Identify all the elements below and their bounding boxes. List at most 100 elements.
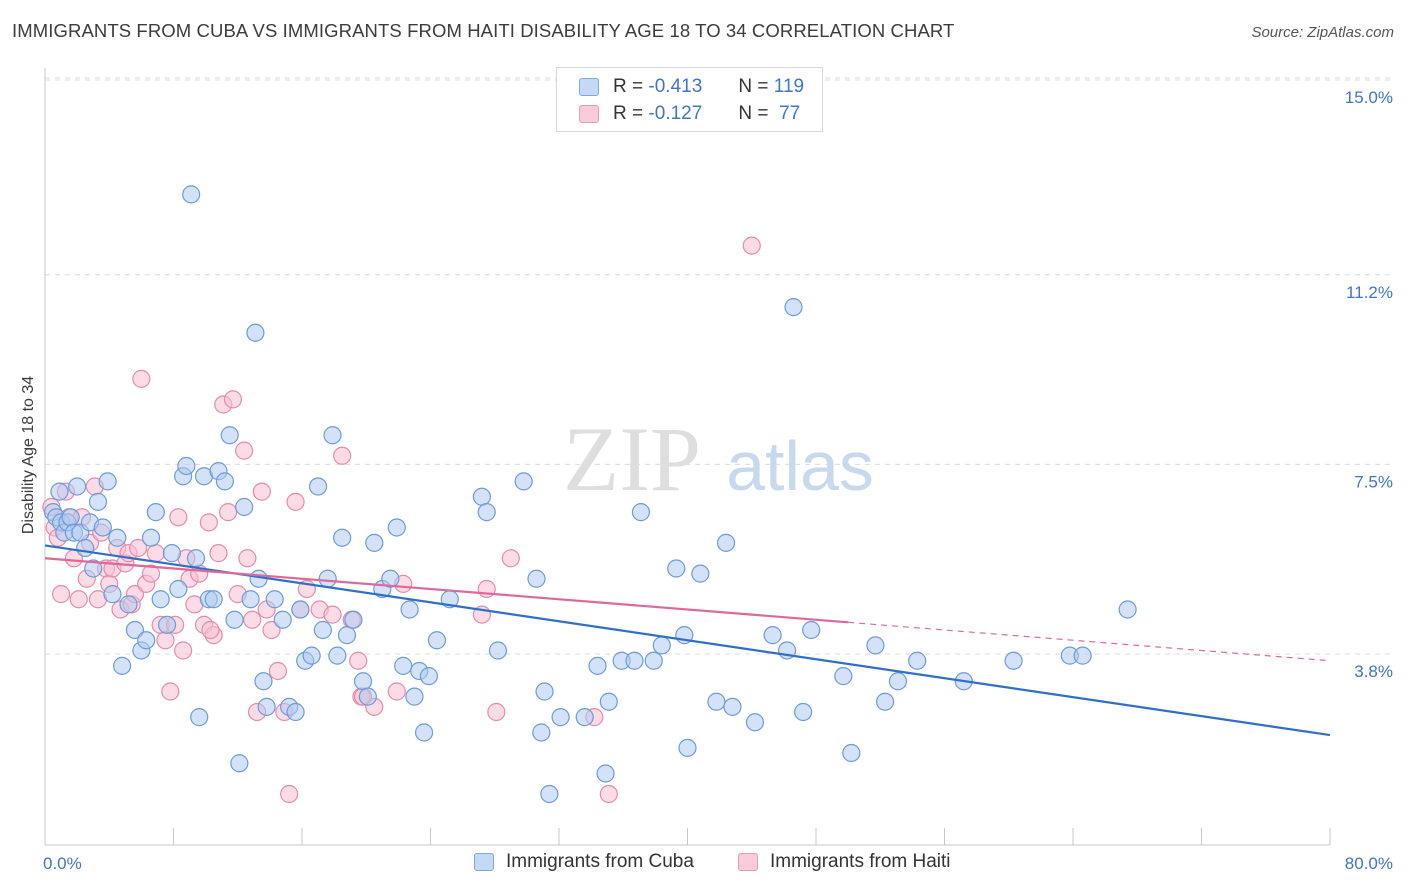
cuba-point [763,626,782,645]
chart-title: IMMIGRANTS FROM CUBA VS IMMIGRANTS FROM … [12,20,955,41]
x-tick-label-start: 0.0% [43,854,82,873]
haiti-legend-swatch [738,853,758,871]
cuba-point [1073,646,1092,665]
y-tick-label: 11.2% [1346,283,1393,302]
cuba-point [119,595,138,614]
haiti-point [387,682,406,701]
cuba-point [125,620,145,640]
cuba-point [68,477,87,496]
cuba-point [112,656,132,675]
cuba-point [678,738,697,757]
cuba-point [802,620,821,640]
cuba-point [551,708,570,727]
cuba-point [204,590,223,609]
haiti-point [333,446,352,465]
stats-row-haiti: R = -0.127 N = 77 [579,101,800,127]
cuba-point [169,579,188,599]
haiti-point [268,661,288,681]
cuba-point [540,784,559,804]
cuba-point [254,672,273,691]
cuba-point [400,600,419,619]
cuba-point [162,544,181,563]
cuba-point [427,631,447,650]
cuba-point [182,185,201,204]
cuba-point [745,713,765,732]
haiti-point [199,513,218,532]
haiti-point [156,631,175,650]
haiti-point [223,390,243,409]
cuba-point [532,723,551,742]
cuba-point [784,298,803,317]
haiti-point [69,590,88,609]
cuba-point [230,754,249,773]
haiti-point [501,549,520,568]
cuba-point [575,708,594,727]
cuba-point [333,528,352,547]
haiti-point [349,651,368,670]
cuba-point [241,590,260,609]
watermark-zip: ZIP [563,408,701,510]
y-axis-label: Disability Age 18 to 34 [20,376,37,534]
cuba-point [273,610,292,629]
cuba-point [588,656,607,675]
cuba-point [220,426,239,445]
cuba-point [313,620,332,640]
cuba-point [1004,651,1023,670]
cuba-point [286,702,305,722]
haiti-point [742,236,761,255]
cuba-point [514,472,533,491]
cuba-point [365,533,384,552]
legend-label-cuba: Immigrants from Cuba [506,851,694,872]
cuba-point [308,477,328,496]
haiti-swatch [579,105,599,123]
cuba-point [625,651,644,670]
cuba-point [323,426,342,445]
cuba-point [246,323,265,342]
cuba-point [387,518,406,537]
cuba-trend-line [44,544,1331,737]
cuba-point [318,569,337,588]
cuba-point [265,590,284,609]
cuba-point [157,615,177,634]
haiti-point [141,564,161,583]
haiti-point [129,538,148,558]
cuba-point [596,764,615,783]
y-tick-label: 3.8% [1354,662,1393,681]
cuba-point [381,569,400,588]
haiti-point [280,784,299,804]
haiti-point [323,605,342,624]
cuba-point [527,569,546,588]
haiti-point [487,702,506,722]
haiti-point [243,610,262,629]
haiti-point [252,482,271,501]
cuba-point [723,697,742,716]
cuba-point [98,472,117,491]
cuba-points [43,185,1137,804]
cuba-point [599,692,618,711]
haiti-trend-extension [848,621,1331,662]
watermark-atlas: atlas [726,427,874,505]
cuba-point [186,549,206,568]
cuba-point [50,482,69,501]
cuba-point [344,610,363,629]
cuba-point [328,646,347,665]
cuba-point [257,697,276,716]
cuba-point [414,723,434,742]
cuba-point [84,559,103,578]
legend-item-cuba: Immigrants from Cuba [474,851,694,873]
cuba-point [337,626,357,645]
r-label: R = [613,103,644,124]
cuba-point [419,667,438,686]
cuba-point [151,590,170,609]
cuba-point [137,631,156,650]
cuba-point [291,600,310,619]
cuba-point [225,610,244,629]
cuba-swatch [579,78,599,96]
cuba-point [93,518,112,537]
n-value: 77 [779,103,801,124]
cuba-point [888,672,908,691]
source-label: Source: ZipAtlas.com [1251,24,1394,41]
haiti-point [201,620,220,640]
stats-row-cuba: R = -0.413 N = 119 [579,74,804,100]
